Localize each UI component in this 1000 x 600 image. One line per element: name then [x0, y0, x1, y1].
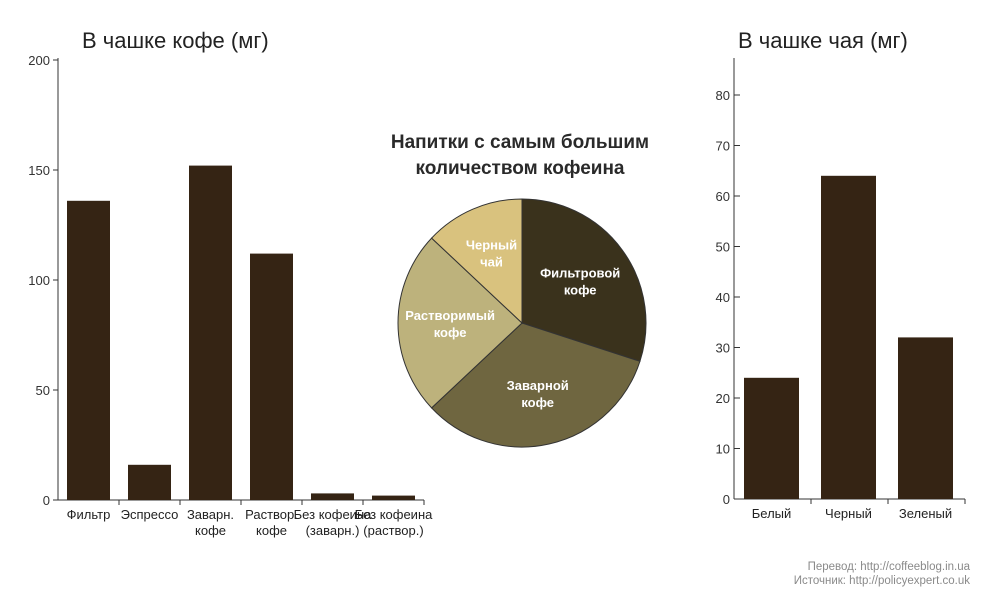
tea-bar-chart: 0 10 20 30 40 50 60 70 80 Белый Черный Зеленый	[716, 58, 966, 521]
x-category-label: Без кофеина (заварн.)	[294, 507, 372, 538]
x-category-label: Без кофеина (раствор.)	[355, 507, 433, 538]
y-tick-label: 20	[716, 391, 730, 406]
x-category-label: Раствор. кофе	[245, 507, 298, 538]
x-category-label: Зеленый	[899, 506, 952, 521]
bar	[128, 464, 171, 500]
y-tick-label: 60	[716, 189, 730, 204]
credits-source: Источник: http://policyexpert.co.uk	[793, 575, 970, 587]
credits-translation: Перевод: http://coffeeblog.in.ua	[807, 561, 970, 573]
y-tick-label: 150	[28, 163, 50, 178]
caffeine-pie-chart: Фильтровой кофе Заварной кофе Растворимый коф…	[397, 198, 647, 448]
y-tick-label: 200	[28, 53, 50, 68]
pie-slice	[430, 198, 523, 325]
coffee-chart-title: В чашке кофе (мг)	[82, 28, 269, 53]
y-tick-label: 0	[43, 493, 50, 508]
pie-chart-title: Напитки с самым большим количеством кофе…	[390, 132, 650, 179]
tea-chart-title: В чашке чая (мг)	[738, 28, 908, 53]
y-tick-label: 50	[36, 383, 50, 398]
y-tick-label: 0	[723, 492, 730, 507]
y-tick-label: 40	[716, 290, 730, 305]
y-tick-label: 10	[716, 442, 730, 457]
pie-slice-label: Заварной кофе	[507, 378, 569, 410]
y-tick-label: 80	[716, 88, 730, 103]
y-tick-label: 30	[716, 341, 730, 356]
y-tick-label: 70	[716, 139, 730, 154]
y-tick-label: 100	[28, 273, 50, 288]
credits: Перевод: http://coffeeblog.in.ua Источни…	[794, 560, 970, 588]
bar	[744, 377, 799, 499]
x-category-label: Заварн. кофе	[187, 507, 234, 538]
x-category-label: Фильтр	[67, 507, 111, 522]
bar	[898, 337, 953, 499]
y-tick-label: 50	[716, 240, 730, 255]
bar	[189, 165, 232, 500]
pie-slice-label: Растворимый кофе	[405, 308, 495, 340]
bar	[250, 253, 293, 500]
bar	[821, 175, 876, 500]
pie-slice-label: Фильтровой кофе	[540, 266, 620, 298]
x-category-label: Черный	[825, 506, 872, 521]
x-category-label: Белый	[752, 506, 792, 521]
x-category-label: Эспрессо	[121, 507, 179, 522]
bar	[372, 495, 415, 500]
pie-slice-label: Черный чай	[466, 237, 517, 269]
pie-slice	[430, 322, 641, 448]
bar	[311, 493, 354, 500]
pie-slice	[397, 237, 523, 409]
coffee-bar-chart: 0 50 100 150 200 Фильтр Эспрессо Заварн. кофе Рас…	[28, 53, 433, 538]
bar	[67, 200, 110, 501]
pie-slice	[521, 198, 647, 362]
